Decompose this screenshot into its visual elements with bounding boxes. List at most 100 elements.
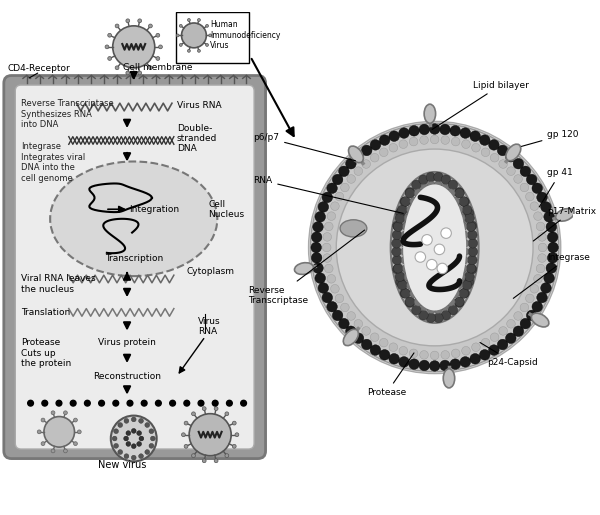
Circle shape <box>379 148 388 157</box>
Circle shape <box>536 222 545 231</box>
Circle shape <box>434 313 443 322</box>
Circle shape <box>142 400 147 406</box>
Circle shape <box>460 239 469 248</box>
Circle shape <box>335 192 344 201</box>
Text: Double-
stranded
DNA: Double- stranded DNA <box>177 124 217 153</box>
Circle shape <box>399 128 409 139</box>
FancyBboxPatch shape <box>15 85 254 449</box>
Circle shape <box>541 202 551 212</box>
Circle shape <box>310 123 559 372</box>
Circle shape <box>405 297 415 306</box>
Circle shape <box>421 184 429 193</box>
Circle shape <box>327 212 335 220</box>
Circle shape <box>85 400 90 406</box>
Text: CD4-Receptor: CD4-Receptor <box>8 64 70 73</box>
Circle shape <box>70 400 76 406</box>
Circle shape <box>461 140 470 148</box>
Circle shape <box>354 319 362 328</box>
Circle shape <box>362 327 370 335</box>
Circle shape <box>530 202 539 211</box>
Circle shape <box>341 303 349 312</box>
Circle shape <box>124 436 128 441</box>
Circle shape <box>467 265 476 274</box>
Circle shape <box>479 135 490 145</box>
Circle shape <box>441 311 451 320</box>
Circle shape <box>458 222 467 231</box>
Circle shape <box>405 188 415 198</box>
Circle shape <box>427 305 436 314</box>
Circle shape <box>460 128 470 139</box>
Circle shape <box>131 444 136 449</box>
Circle shape <box>455 188 464 198</box>
Circle shape <box>446 189 455 197</box>
Circle shape <box>151 436 155 441</box>
Circle shape <box>51 449 55 453</box>
Circle shape <box>407 205 415 214</box>
Circle shape <box>412 305 421 315</box>
Circle shape <box>538 233 547 241</box>
Circle shape <box>414 189 423 197</box>
Circle shape <box>389 353 400 364</box>
Circle shape <box>232 444 236 448</box>
Circle shape <box>209 34 212 37</box>
Circle shape <box>506 319 515 328</box>
Circle shape <box>315 273 325 283</box>
Circle shape <box>401 197 410 207</box>
Circle shape <box>481 148 490 157</box>
Text: New virus: New virus <box>98 460 146 470</box>
Text: Integrase
Integrates viral
DNA into the
cell genome: Integrase Integrates viral DNA into the … <box>21 142 85 183</box>
Circle shape <box>419 360 430 371</box>
Circle shape <box>458 264 467 272</box>
Circle shape <box>379 135 390 145</box>
Circle shape <box>318 202 329 212</box>
FancyBboxPatch shape <box>4 76 266 458</box>
Circle shape <box>346 326 356 336</box>
Circle shape <box>191 454 196 457</box>
Circle shape <box>347 175 356 183</box>
Circle shape <box>460 288 469 298</box>
Ellipse shape <box>424 104 436 123</box>
Circle shape <box>370 140 380 150</box>
Circle shape <box>434 244 445 254</box>
Circle shape <box>149 443 154 448</box>
Circle shape <box>145 423 149 427</box>
Circle shape <box>454 187 464 197</box>
Text: Cytoplasm: Cytoplasm <box>186 267 234 276</box>
Circle shape <box>354 167 362 176</box>
Ellipse shape <box>532 313 549 327</box>
Circle shape <box>467 230 477 239</box>
Circle shape <box>370 333 379 341</box>
Ellipse shape <box>403 184 466 311</box>
Circle shape <box>405 278 413 286</box>
Circle shape <box>158 45 163 49</box>
Circle shape <box>379 338 388 347</box>
Circle shape <box>401 256 410 264</box>
Circle shape <box>398 205 407 215</box>
Circle shape <box>548 242 559 253</box>
Circle shape <box>468 238 478 248</box>
Text: Reverse Transcriptase
Synthesizes RNA
into DNA: Reverse Transcriptase Synthesizes RNA in… <box>21 99 114 129</box>
Circle shape <box>399 347 407 355</box>
Circle shape <box>415 252 425 262</box>
Circle shape <box>462 280 472 290</box>
Circle shape <box>327 301 337 312</box>
Circle shape <box>394 222 403 231</box>
Circle shape <box>149 24 152 28</box>
Circle shape <box>403 264 411 272</box>
Circle shape <box>379 350 390 360</box>
Circle shape <box>466 222 476 231</box>
Text: Transcription: Transcription <box>104 254 163 264</box>
Circle shape <box>332 174 343 185</box>
Circle shape <box>118 450 122 454</box>
Circle shape <box>460 247 469 256</box>
Circle shape <box>434 305 442 314</box>
Ellipse shape <box>340 220 367 237</box>
Circle shape <box>311 252 322 263</box>
Circle shape <box>74 418 77 422</box>
Circle shape <box>499 327 508 335</box>
Circle shape <box>454 298 464 307</box>
Circle shape <box>139 419 143 423</box>
Ellipse shape <box>443 369 455 388</box>
Circle shape <box>112 436 117 441</box>
Circle shape <box>532 183 542 194</box>
